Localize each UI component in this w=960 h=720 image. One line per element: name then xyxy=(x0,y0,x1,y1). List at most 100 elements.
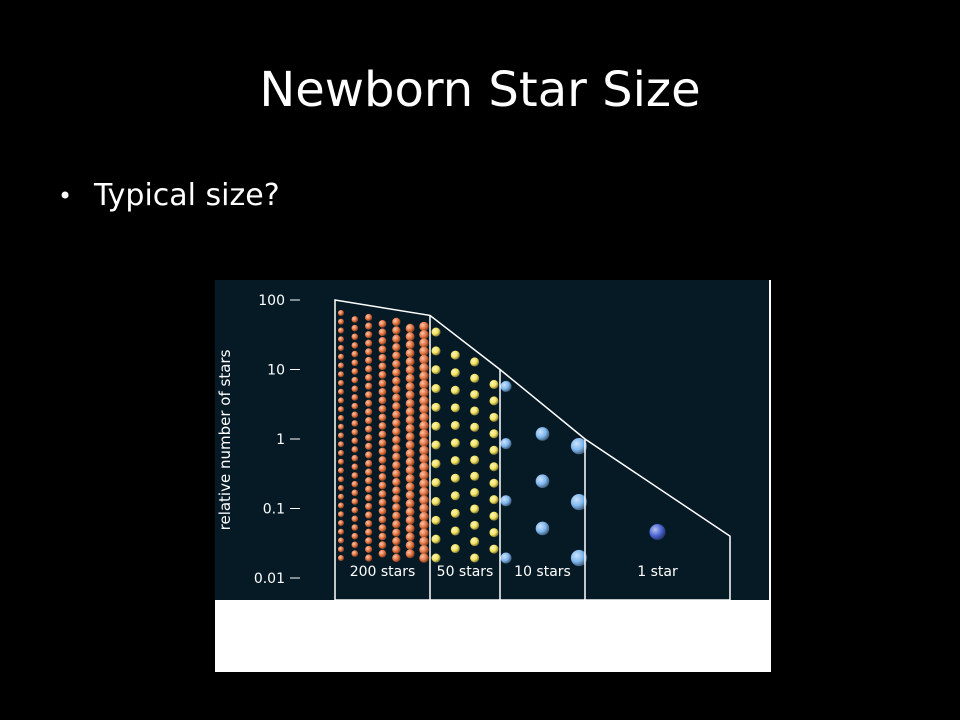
star-dot xyxy=(351,394,359,401)
star-dot xyxy=(365,459,373,468)
star-dot xyxy=(535,521,550,536)
star-dot xyxy=(419,437,429,447)
star-dot xyxy=(450,526,460,536)
bullet-item: • Typical size? xyxy=(58,176,280,216)
star-dot xyxy=(365,374,373,382)
star-dot xyxy=(450,438,460,448)
star-dot xyxy=(450,368,460,378)
star-dot xyxy=(351,480,359,488)
star-dot xyxy=(419,363,429,373)
star-dot xyxy=(351,515,359,523)
star-dot xyxy=(338,344,344,351)
star-dot xyxy=(419,404,429,414)
star-dot xyxy=(338,388,344,395)
star-dot xyxy=(450,508,460,518)
star-dot xyxy=(419,520,429,530)
star-dot xyxy=(392,528,401,537)
star-dot xyxy=(405,515,415,525)
star-dot xyxy=(431,346,441,356)
star-dot xyxy=(450,420,460,430)
star-dot xyxy=(338,397,344,404)
star-dot xyxy=(419,346,429,356)
star-dot xyxy=(450,385,460,395)
star-dot xyxy=(365,502,373,511)
y-axis-label: relative number of stars xyxy=(216,349,234,530)
star-dot xyxy=(392,427,401,436)
star-dot xyxy=(338,327,344,334)
x-axis-label-symbol: M xyxy=(546,639,560,658)
star-dot xyxy=(405,390,415,400)
star-dot xyxy=(431,497,441,507)
star-dot xyxy=(392,452,401,461)
star-dot xyxy=(405,465,415,475)
star-dot xyxy=(470,504,480,514)
star-dot xyxy=(470,537,480,547)
star-dot xyxy=(378,456,387,464)
star-dot xyxy=(351,472,359,479)
star-dot xyxy=(419,420,429,431)
star-dot xyxy=(535,427,550,441)
star-dot xyxy=(431,365,441,375)
y-tick-label: 0.1 xyxy=(263,502,285,518)
star-dot xyxy=(405,332,415,342)
star-dot xyxy=(365,468,373,476)
star-dot xyxy=(338,449,344,456)
star-dot xyxy=(378,345,387,354)
y-tick-label: 100 xyxy=(258,293,285,309)
x-axis-label: stellar mass (MSun) xyxy=(437,639,586,661)
star-dot xyxy=(450,491,460,501)
star-dot xyxy=(419,387,429,398)
star-dot xyxy=(392,553,401,563)
star-dot xyxy=(365,511,373,519)
star-dot xyxy=(405,532,415,542)
star-dot xyxy=(470,406,480,416)
star-dot xyxy=(378,362,387,371)
x-tick-label: 0.08 xyxy=(318,606,351,624)
star-dot xyxy=(378,405,387,413)
star-dot xyxy=(351,454,359,462)
star-dot xyxy=(338,528,344,535)
star-dot xyxy=(338,309,344,316)
star-dot xyxy=(419,338,429,348)
star-dot xyxy=(392,545,401,554)
star-dot xyxy=(392,461,401,470)
star-dot xyxy=(392,494,401,504)
star-dot xyxy=(392,402,401,411)
star-dot xyxy=(338,318,344,325)
bin-label: 50 stars xyxy=(437,564,494,580)
star-dot xyxy=(419,478,429,489)
stellar-mass-figure: 200 stars 50 stars 10 stars 1 star 100 10 1 0.… xyxy=(215,280,771,672)
bin-label: 1 star xyxy=(637,564,678,580)
star-dot xyxy=(338,406,344,413)
star-dot xyxy=(470,357,480,367)
star-dot xyxy=(351,316,359,323)
star-dot xyxy=(338,353,344,360)
star-dot xyxy=(378,541,387,549)
star-dot xyxy=(365,554,373,562)
star-dot xyxy=(405,549,415,559)
star-dot xyxy=(378,413,387,422)
star-dot xyxy=(378,515,387,524)
star-dot xyxy=(351,541,359,549)
star-dot xyxy=(365,391,373,399)
star-dot xyxy=(351,333,359,341)
star-dot xyxy=(419,487,429,497)
star-dot xyxy=(392,503,401,512)
star-dot xyxy=(419,545,429,555)
star-dot xyxy=(431,327,441,337)
x-tick-label: 2 xyxy=(495,606,505,624)
star-dot xyxy=(378,524,387,532)
star-dot xyxy=(392,486,401,495)
star-dot xyxy=(431,384,441,394)
star-dot xyxy=(365,537,373,545)
star-dot xyxy=(365,425,373,433)
star-dot xyxy=(365,408,373,416)
star-dot xyxy=(450,350,460,360)
star-dot xyxy=(351,368,359,375)
star-dot xyxy=(500,495,512,507)
star-dot xyxy=(351,402,359,410)
star-dot xyxy=(405,540,415,550)
x-tick-label: 150 xyxy=(716,606,745,624)
star-dot xyxy=(338,379,344,386)
star-dot xyxy=(351,385,359,393)
